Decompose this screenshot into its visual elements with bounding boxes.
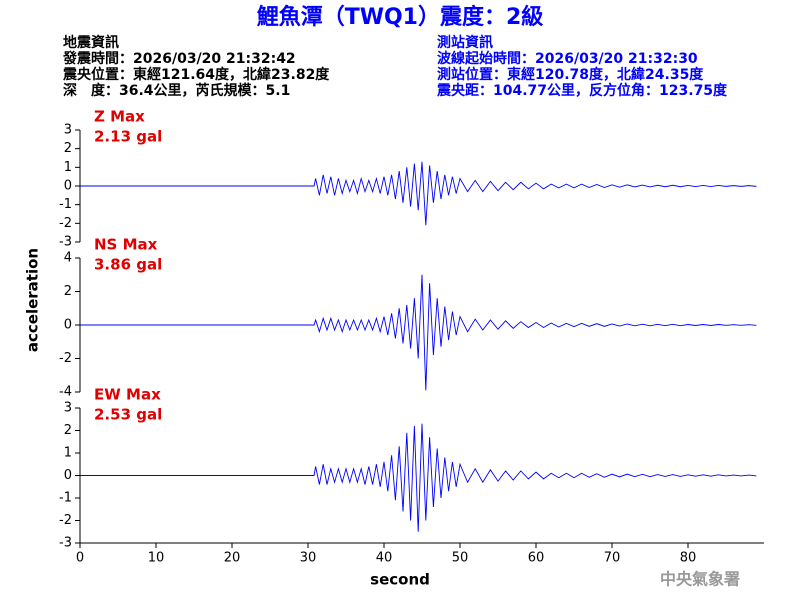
y-tick-label: 1 [64, 446, 72, 461]
y-tick-label: 1 [64, 160, 72, 175]
waveform [80, 161, 757, 226]
y-tick-label: -2 [59, 216, 72, 231]
y-tick-label: -1 [59, 197, 72, 212]
info-line: 地震資訊 [63, 34, 119, 51]
max-annotation: EW Max [94, 386, 161, 404]
y-tick-label: -1 [59, 491, 72, 506]
x-tick-label: 30 [300, 551, 317, 566]
station-line: 震央距：104.77公里，反方位角：123.75度 [436, 82, 728, 99]
info-line: 深 度：36.4公里，芮氏規模：5.1 [63, 82, 290, 99]
y-tick-label: -3 [59, 536, 72, 551]
y-tick-label: 0 [64, 179, 72, 194]
x-tick-label: 50 [452, 551, 469, 566]
x-axis-label: second [370, 571, 430, 589]
y-tick-label: -2 [59, 513, 72, 528]
title: 鯉魚潭（TWQ1）震度：2級 [257, 4, 544, 30]
x-tick-label: 0 [76, 551, 84, 566]
waveform [80, 423, 757, 532]
max-annotation: NS Max [94, 236, 158, 254]
y-tick-label: 2 [64, 141, 72, 156]
x-tick-label: 10 [148, 551, 165, 566]
y-tick-label: 2 [64, 423, 72, 438]
footer: 中央氣象署 [660, 570, 740, 589]
max-annotation: 2.13 gal [94, 128, 162, 146]
y-tick-label: 0 [64, 468, 72, 483]
y-tick-label: 3 [64, 401, 72, 416]
y-tick-label: 0 [64, 318, 72, 333]
x-tick-label: 40 [376, 551, 393, 566]
info-line: 震央位置：東經121.64度，北緯23.82度 [62, 66, 330, 83]
y-tick-label: -3 [59, 235, 72, 250]
y-axis-label: acceleration [24, 248, 42, 352]
station-line: 測站資訊 [437, 34, 493, 51]
x-tick-label: 80 [680, 551, 697, 566]
info-line: 發震時間：2026/03/20 21:32:42 [62, 50, 296, 67]
x-tick-label: 70 [604, 551, 621, 566]
y-tick-label: 4 [64, 251, 72, 266]
max-annotation: 3.86 gal [94, 256, 162, 274]
y-tick-label: -4 [59, 385, 72, 400]
x-tick-label: 20 [224, 551, 241, 566]
station-line: 波線起始時間：2026/03/20 21:32:30 [437, 50, 698, 67]
station-line: 測站位置：東經120.78度，北緯24.35度 [437, 66, 704, 83]
waveform [80, 274, 757, 391]
y-tick-label: 3 [64, 123, 72, 138]
max-annotation: 2.53 gal [94, 406, 162, 424]
y-tick-label: -2 [59, 351, 72, 366]
x-tick-label: 60 [528, 551, 545, 566]
y-tick-label: 2 [64, 284, 72, 299]
max-annotation: Z Max [94, 108, 145, 126]
